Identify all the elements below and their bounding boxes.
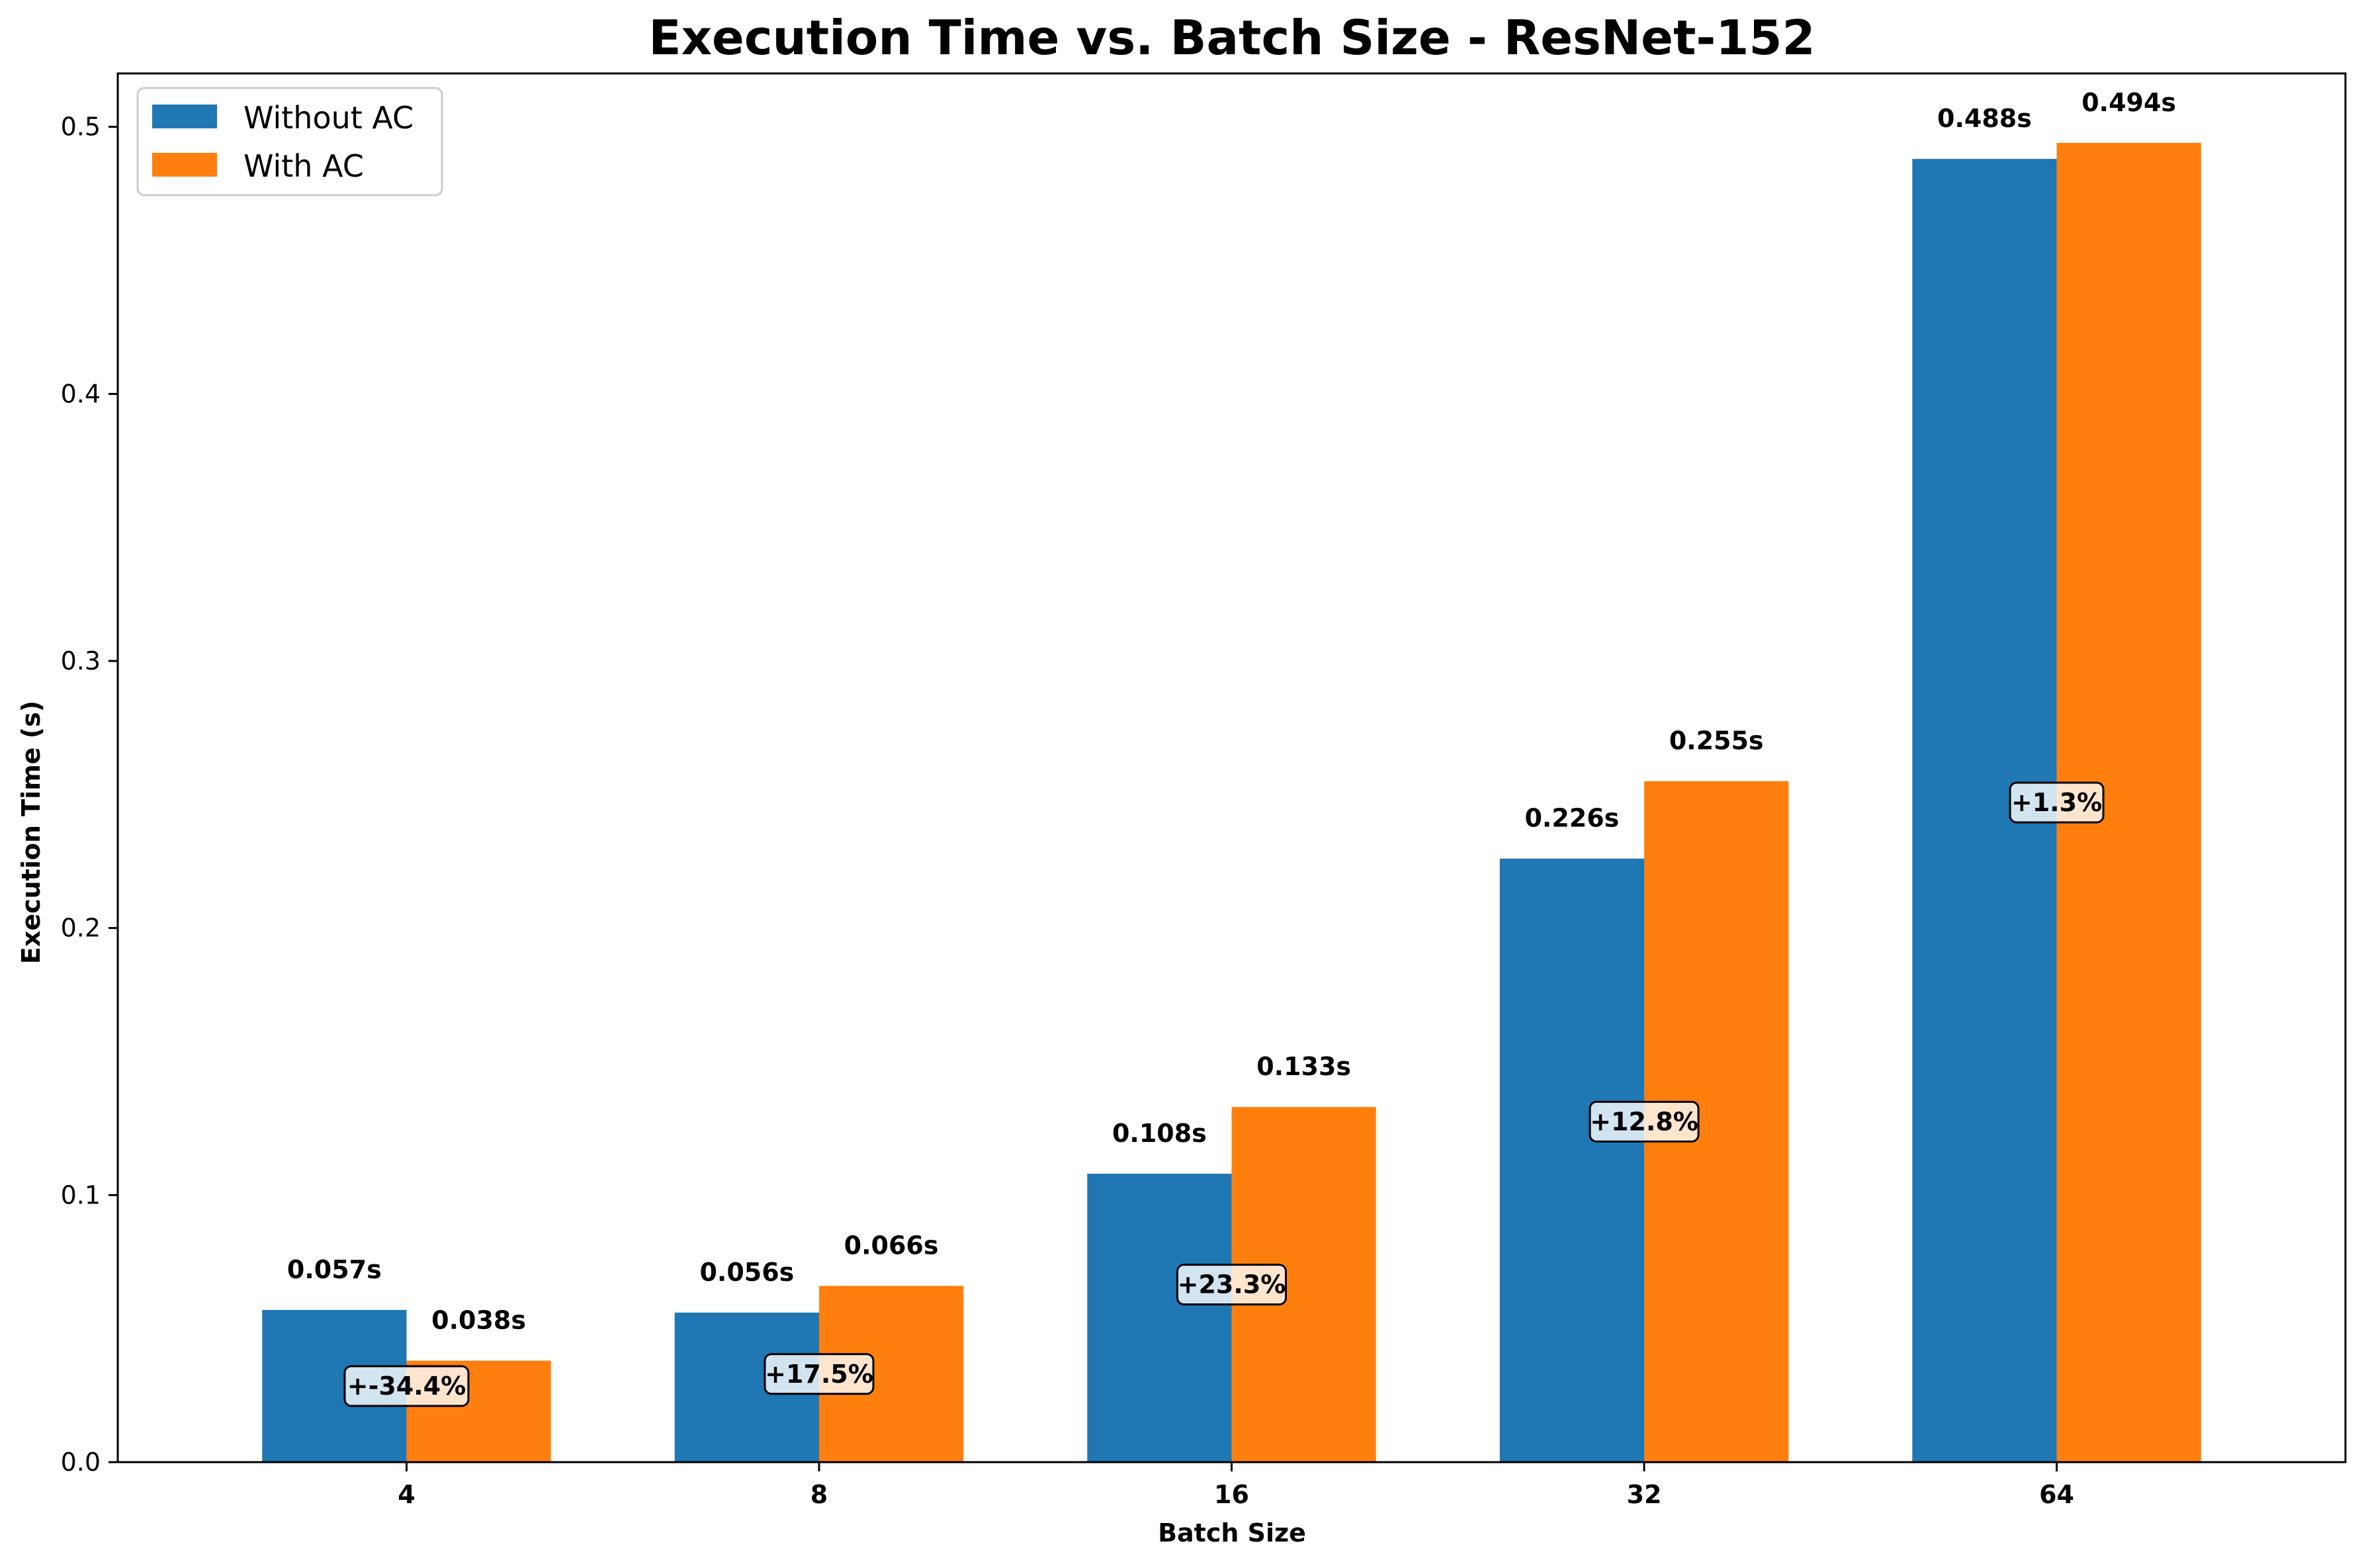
percent-annotation-box bbox=[343, 1365, 470, 1407]
legend: Without AC With AC bbox=[136, 87, 443, 196]
legend-label-with-ac: With AC bbox=[243, 148, 364, 184]
percent-annotation: +-34.4% bbox=[343, 1365, 470, 1407]
bar-value-label: 0.057s bbox=[287, 1255, 382, 1284]
bar-without-ac bbox=[1087, 1174, 1232, 1462]
percent-annotation-label: +1.3% bbox=[2011, 788, 2102, 817]
x-tick-label: 32 bbox=[1627, 1480, 1662, 1509]
percent-annotations-group: +-34.4% +17.5% +23.3% +12.8% +1.3% bbox=[343, 781, 2105, 1407]
bar-value-label: 0.056s bbox=[699, 1258, 794, 1287]
percent-annotation-label: +-34.4% bbox=[347, 1372, 466, 1401]
bar-value-label: 0.108s bbox=[1112, 1119, 1207, 1148]
y-tick-label: 0.1 bbox=[61, 1180, 101, 1209]
bar-value-label: 0.226s bbox=[1524, 804, 1619, 833]
percent-annotation-label: +17.5% bbox=[765, 1360, 873, 1389]
chart-title: Execution Time vs. Batch Size - ResNet-1… bbox=[648, 10, 1815, 65]
bar-value-label: 0.494s bbox=[2081, 88, 2176, 117]
percent-annotation: +1.3% bbox=[2009, 781, 2105, 824]
legend-swatch-with-ac bbox=[152, 153, 217, 177]
percent-annotation-box bbox=[1176, 1264, 1287, 1306]
x-tick-label: 64 bbox=[2039, 1480, 2074, 1509]
percent-annotation-box bbox=[2009, 781, 2105, 824]
y-tick-label: 0.2 bbox=[61, 914, 101, 943]
x-axis-label: Batch Size bbox=[1158, 1518, 1306, 1547]
legend-label-without-ac: Without AC bbox=[243, 100, 414, 136]
y-tick-label: 0.4 bbox=[61, 379, 101, 408]
bar-without-ac bbox=[1499, 858, 1645, 1462]
y-axis-ticks: 0.0 0.1 0.2 0.3 0.4 0.5 bbox=[61, 112, 118, 1477]
percent-annotation: +12.8% bbox=[1589, 1100, 1700, 1143]
bar-value-label: 0.066s bbox=[844, 1231, 939, 1260]
value-labels-group: 0.057s 0.056s 0.108s 0.226s 0.488s 0.038s 0.06… bbox=[287, 88, 2176, 1335]
x-tick-label: 8 bbox=[810, 1480, 828, 1509]
percent-annotation-label: +12.8% bbox=[1590, 1107, 1698, 1136]
legend-swatch-without-ac bbox=[152, 105, 217, 128]
percent-annotation-label: +23.3% bbox=[1178, 1270, 1286, 1299]
percent-annotation: +23.3% bbox=[1176, 1264, 1287, 1306]
y-tick-label: 0.3 bbox=[61, 646, 101, 675]
x-tick-label: 16 bbox=[1214, 1480, 1249, 1509]
bar-value-label: 0.133s bbox=[1256, 1052, 1351, 1081]
bar-value-label: 0.488s bbox=[1937, 104, 2032, 133]
percent-annotation-box bbox=[1589, 1100, 1700, 1143]
y-axis-label: Execution Time (s) bbox=[17, 701, 46, 964]
plot-frame bbox=[116, 72, 2347, 1463]
percent-annotation-box bbox=[764, 1353, 875, 1395]
x-axis-ticks: 4 8 16 32 64 bbox=[398, 1462, 2074, 1509]
y-tick-label: 0.0 bbox=[61, 1448, 101, 1477]
y-tick-label: 0.5 bbox=[61, 112, 101, 142]
bar-value-label: 0.255s bbox=[1669, 726, 1764, 756]
percent-annotation: +17.5% bbox=[764, 1353, 875, 1395]
x-tick-label: 4 bbox=[398, 1480, 415, 1509]
bar-value-label: 0.038s bbox=[431, 1306, 526, 1335]
